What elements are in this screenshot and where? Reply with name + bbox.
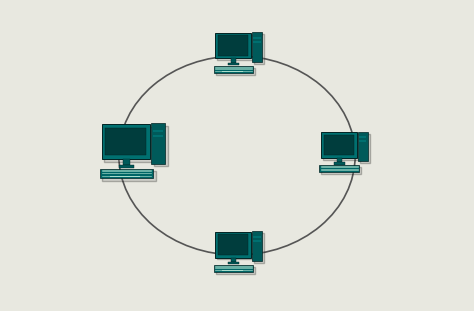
FancyBboxPatch shape bbox=[214, 66, 254, 73]
FancyBboxPatch shape bbox=[359, 140, 366, 142]
FancyBboxPatch shape bbox=[319, 165, 359, 172]
FancyBboxPatch shape bbox=[221, 71, 244, 72]
FancyBboxPatch shape bbox=[254, 233, 264, 263]
FancyBboxPatch shape bbox=[215, 33, 251, 58]
FancyBboxPatch shape bbox=[221, 270, 244, 271]
FancyBboxPatch shape bbox=[217, 234, 253, 259]
FancyBboxPatch shape bbox=[105, 128, 146, 155]
FancyBboxPatch shape bbox=[252, 231, 262, 261]
FancyBboxPatch shape bbox=[104, 127, 153, 161]
FancyBboxPatch shape bbox=[321, 132, 356, 158]
FancyBboxPatch shape bbox=[218, 35, 248, 56]
FancyBboxPatch shape bbox=[153, 135, 163, 137]
FancyBboxPatch shape bbox=[323, 134, 359, 160]
FancyBboxPatch shape bbox=[215, 232, 251, 258]
FancyBboxPatch shape bbox=[100, 169, 154, 178]
FancyBboxPatch shape bbox=[252, 32, 262, 62]
FancyBboxPatch shape bbox=[337, 158, 342, 162]
FancyBboxPatch shape bbox=[358, 132, 368, 161]
FancyBboxPatch shape bbox=[214, 265, 254, 272]
FancyBboxPatch shape bbox=[359, 136, 366, 138]
FancyBboxPatch shape bbox=[228, 63, 239, 65]
FancyBboxPatch shape bbox=[110, 176, 140, 177]
FancyBboxPatch shape bbox=[231, 258, 236, 262]
FancyBboxPatch shape bbox=[334, 162, 345, 165]
FancyBboxPatch shape bbox=[102, 124, 150, 159]
FancyBboxPatch shape bbox=[228, 262, 239, 264]
FancyBboxPatch shape bbox=[216, 68, 255, 75]
FancyBboxPatch shape bbox=[360, 134, 370, 164]
FancyBboxPatch shape bbox=[216, 267, 255, 274]
FancyBboxPatch shape bbox=[254, 34, 264, 64]
FancyBboxPatch shape bbox=[102, 171, 156, 181]
FancyBboxPatch shape bbox=[153, 129, 163, 132]
FancyBboxPatch shape bbox=[218, 234, 248, 255]
FancyBboxPatch shape bbox=[253, 236, 261, 238]
FancyBboxPatch shape bbox=[217, 35, 253, 60]
FancyBboxPatch shape bbox=[253, 240, 261, 242]
FancyBboxPatch shape bbox=[123, 159, 130, 165]
FancyBboxPatch shape bbox=[231, 58, 236, 63]
FancyBboxPatch shape bbox=[154, 126, 167, 166]
FancyBboxPatch shape bbox=[151, 123, 165, 164]
FancyBboxPatch shape bbox=[119, 165, 134, 168]
FancyBboxPatch shape bbox=[253, 41, 261, 43]
FancyBboxPatch shape bbox=[253, 37, 261, 39]
FancyBboxPatch shape bbox=[321, 167, 361, 174]
FancyBboxPatch shape bbox=[324, 135, 354, 155]
